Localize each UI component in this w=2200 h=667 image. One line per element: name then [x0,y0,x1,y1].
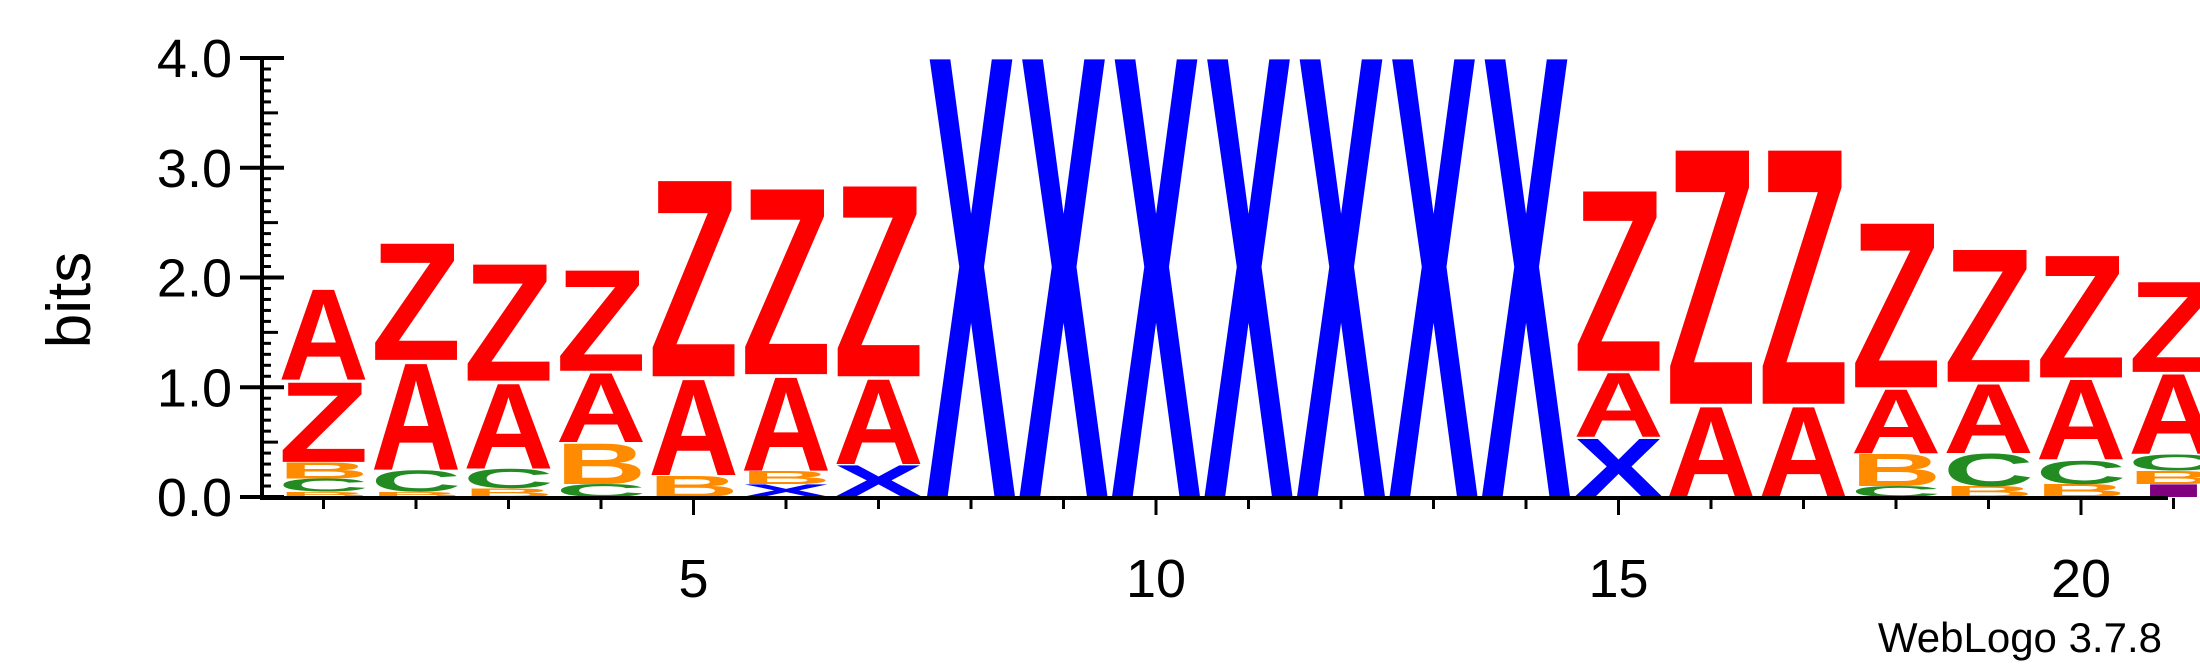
logo-letter-b: B [556,431,646,496]
y-tick-label: 1.0 [157,358,232,418]
logo-letter-z: Z [463,228,553,417]
y-tick-label: 3.0 [157,139,232,199]
logo-letter-a: A [648,350,738,504]
logo-letter-c: C [2128,450,2200,476]
logo-letter-b: B [1943,483,2033,500]
logo-letter-a: A [741,348,831,499]
logo-letter-b: B [278,458,369,484]
logo-letter-c: C [1943,445,2033,496]
logo-letter-z: Z [1573,135,1663,426]
x-tick-label: 15 [1588,549,1648,609]
logo-letter-z: Z [833,127,923,435]
logo-letter-a: A [278,262,368,408]
logo-letter-x: X [1111,0,1202,633]
logo-letter-x: X [1296,0,1387,633]
logo-letter-b: B [2128,467,2200,488]
logo-letter-a: A [556,352,646,463]
logo-letter-z: Z [556,240,646,403]
logo-letter-z: Z [648,119,738,436]
y-tick-label: 2.0 [157,249,232,309]
y-axis-ticks: 0.0 1.0 2.0 3.0 4.0 [157,29,284,528]
logo-letter-a: A [833,354,923,491]
x-tick-label: 10 [1126,549,1186,609]
y-axis-label: bits [35,252,104,348]
logo-letter-c: C [2036,454,2126,491]
logo-letter-a: A [1943,363,2033,474]
logo-letter-c: C [556,480,646,501]
logo-letter-c: C [371,464,462,498]
logo-letter-z: Z [371,207,461,396]
logo-letter-b: B [278,490,368,499]
logo-letter-x: X [741,480,831,501]
logo-letter-b: B [1851,445,1941,496]
logo-letter-c: C [278,475,368,496]
logo-letter-z: Z [1666,72,1756,483]
y-tick-label: 0.0 [157,468,232,528]
logo-letter-i: I [2128,480,2200,501]
logo-letter-z: Z [2128,254,2200,400]
logo-letter-x: X [1203,0,1294,633]
logo-letter-z: Z [1851,172,1941,437]
logo-letter-z: Z [2036,219,2126,415]
logo-letter-b: B [741,467,831,488]
logo-letter-a: A [463,359,553,496]
x-axis-ticks: 5 10 15 20 [322,498,2175,609]
weblogo-version-footer: WebLogo 3.7.8 [1878,614,2162,661]
x-tick-label: 20 [2051,549,2111,609]
logo-letter-x: X [1388,0,1479,633]
logo-letter-x: X [926,0,1017,633]
logo-letter-a: A [1851,371,1941,473]
logo-letter-z: Z [1943,209,2033,423]
logo-letter-a: A [2128,351,2200,479]
logo-letter-a: A [1573,355,1663,457]
x-tick-label: 5 [678,549,708,609]
logo-letter-c: C [463,464,553,495]
logo-letter-b: B [2036,480,2126,501]
logo-letter-z: Z [278,359,368,487]
logo-letter-a: A [2036,356,2127,484]
logo-letter-x: X [1481,0,1572,633]
logo-letter-z: Z [741,131,831,431]
logo-letter-z: Z [1758,72,1848,483]
logo-letter-c: C [1851,483,1941,500]
logo-letter-a: A [371,331,461,503]
logo-letter-x: X [1018,0,1109,633]
y-tick-label: 4.0 [157,29,232,89]
logo-letter-b: B [371,490,461,499]
